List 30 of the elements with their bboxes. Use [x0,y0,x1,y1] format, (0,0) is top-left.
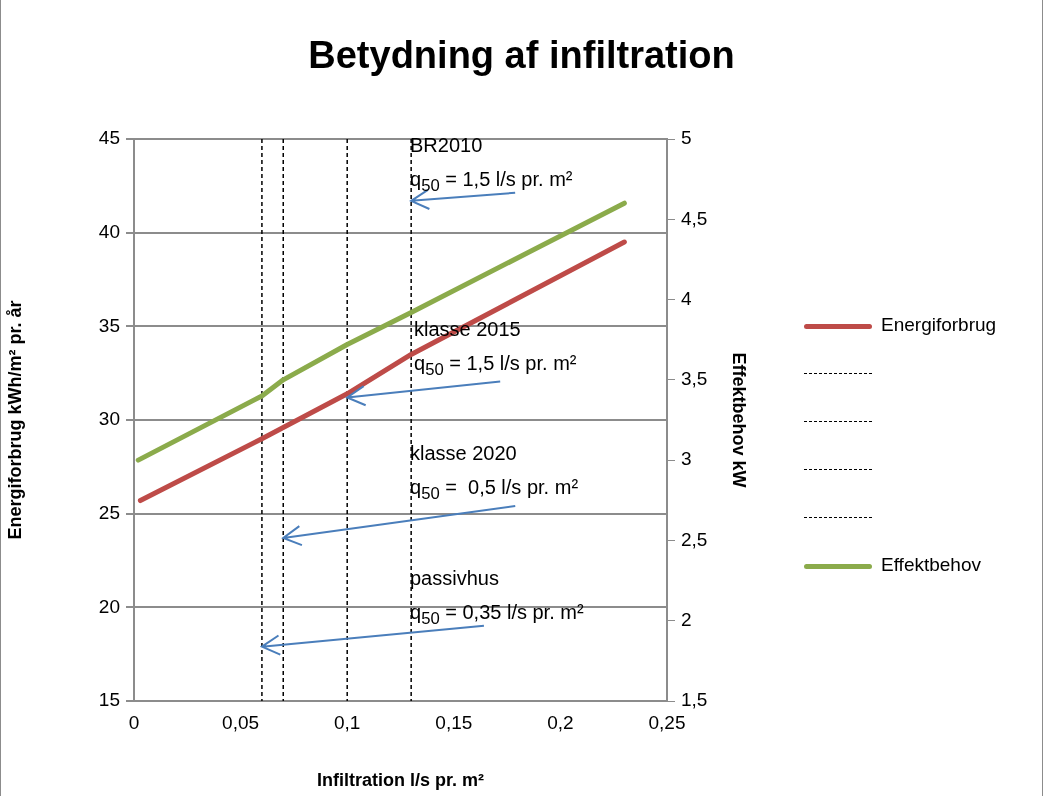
y2-tick-label: 1,5 [681,689,708,711]
y-tick-label: 40 [98,220,120,242]
x-tick-label: 0,05 [222,711,260,733]
y2-tick-label: 5 [681,127,692,149]
legend-label: Effektbehov [881,554,982,576]
x-tick-label: 0 [128,711,140,733]
y-tick-label: 20 [98,595,120,617]
y2-axis-title: Effektbehov kW [729,352,750,488]
annotation: passivhus q$_{50}$ = 0,35 l/s pr. m² [410,566,584,630]
y2-tick-label: 4,5 [681,207,708,229]
y2-tick-label: 4 [681,287,692,309]
x-tick-label: 0,1 [333,711,361,733]
y-tick-label: 35 [98,314,120,336]
y2-tick-label: 3,5 [681,368,708,390]
y2-tick-label: 2 [681,608,692,630]
x-tick-label: 0,25 [648,711,686,733]
legend-label: Energiforbrug [881,314,997,336]
annotation: klasse 2020 q$_{50}$ = 0,5 l/s pr. m² [410,441,579,505]
x-axis-title: Infiltration l/s pr. m² [316,770,485,791]
x-tick-label: 0,15 [435,711,473,733]
y-tick-label: 30 [98,408,120,430]
y-tick-label: 25 [98,501,120,523]
y-tick-label: 15 [98,689,120,711]
chart-title: Betydning af infiltration [307,34,736,77]
y-axis-title: Energiforbrug kWh/m² pr. år [4,300,25,540]
x-tick-label: 0,2 [547,711,574,733]
y2-tick-label: 3 [681,448,692,470]
y-tick-label: 45 [98,127,120,149]
y2-tick-label: 2,5 [681,528,708,550]
annotation: BR2010 q$_{50}$ = 1,5 l/s pr. m² [410,133,573,197]
